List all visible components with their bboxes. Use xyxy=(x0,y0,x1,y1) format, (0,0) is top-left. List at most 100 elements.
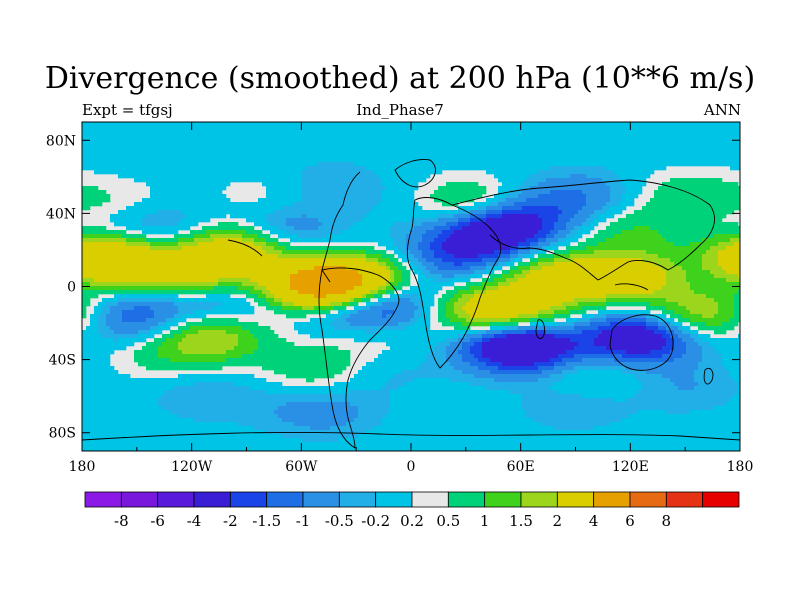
field-cell xyxy=(546,154,551,159)
field-cell xyxy=(474,150,479,155)
field-cell xyxy=(362,158,367,163)
field-cell xyxy=(366,130,371,135)
field-cell xyxy=(310,162,315,167)
field-cell xyxy=(202,134,207,139)
field-cell xyxy=(554,222,559,227)
field-cell xyxy=(330,214,335,219)
field-cell xyxy=(474,194,479,199)
field-cell xyxy=(542,206,547,211)
field-cell xyxy=(554,250,559,255)
field-cell xyxy=(362,230,367,235)
field-cell xyxy=(350,138,355,143)
field-cell xyxy=(438,250,443,255)
field-cell xyxy=(194,122,199,127)
field-cell xyxy=(366,126,371,131)
field-cell xyxy=(290,158,295,163)
field-cell xyxy=(522,206,527,211)
field-cell xyxy=(710,154,715,159)
field-cell xyxy=(290,190,295,195)
field-cell xyxy=(722,194,727,199)
field-cell xyxy=(222,166,227,171)
field-cell xyxy=(738,250,740,255)
field-cell xyxy=(246,242,251,247)
field-cell xyxy=(402,206,407,211)
field-cell xyxy=(626,138,631,143)
field-cell xyxy=(370,162,375,167)
field-cell xyxy=(342,170,347,175)
field-cell xyxy=(490,234,495,239)
field-cell xyxy=(178,254,183,259)
field-cell xyxy=(186,190,191,195)
field-cell xyxy=(570,190,575,195)
field-cell xyxy=(502,146,507,151)
field-cell xyxy=(498,166,503,171)
field-cell xyxy=(186,158,191,163)
field-cell xyxy=(506,210,511,215)
field-cell xyxy=(442,162,447,167)
field-cell xyxy=(98,246,103,251)
field-cell xyxy=(82,166,87,171)
field-cell xyxy=(326,238,331,243)
field-cell xyxy=(434,238,439,243)
field-cell xyxy=(130,170,135,175)
field-cell xyxy=(718,234,723,239)
field-cell xyxy=(494,150,499,155)
field-cell xyxy=(490,214,495,219)
field-cell xyxy=(546,138,551,143)
field-cell xyxy=(418,222,423,227)
field-cell xyxy=(526,238,531,243)
field-cell xyxy=(222,206,227,211)
field-cell xyxy=(510,226,515,231)
field-cell xyxy=(126,166,131,171)
field-cell xyxy=(498,190,503,195)
field-cell xyxy=(178,242,183,247)
field-cell xyxy=(486,230,491,235)
field-cell xyxy=(94,134,99,139)
field-cell xyxy=(694,142,699,147)
field-cell xyxy=(530,178,535,183)
field-cell xyxy=(610,174,615,179)
field-cell xyxy=(210,234,215,239)
field-cell xyxy=(594,190,599,195)
field-cell xyxy=(710,182,715,187)
field-cell xyxy=(190,138,195,143)
field-cell xyxy=(522,242,527,247)
field-cell xyxy=(670,246,675,251)
field-cell xyxy=(98,126,103,131)
field-cell xyxy=(586,126,591,131)
field-cell xyxy=(242,150,247,155)
field-cell xyxy=(218,230,223,235)
field-cell xyxy=(598,130,603,135)
field-cell xyxy=(558,242,563,247)
field-cell xyxy=(302,206,307,211)
field-cell xyxy=(226,210,231,215)
field-cell xyxy=(126,242,131,247)
field-cell xyxy=(338,194,343,199)
field-cell xyxy=(222,146,227,151)
field-cell xyxy=(398,134,403,139)
field-cell xyxy=(410,138,415,143)
field-cell xyxy=(330,238,335,243)
field-cell xyxy=(262,170,267,175)
field-cell xyxy=(482,154,487,159)
field-cell xyxy=(598,218,603,223)
field-cell xyxy=(266,206,271,211)
field-cell xyxy=(502,202,507,207)
field-cell xyxy=(678,226,683,231)
field-cell xyxy=(358,166,363,171)
field-cell xyxy=(458,134,463,139)
field-cell xyxy=(434,166,439,171)
field-cell xyxy=(298,226,303,231)
field-cell xyxy=(466,206,471,211)
field-cell xyxy=(494,158,499,163)
field-cell xyxy=(286,178,291,183)
field-cell xyxy=(622,186,627,191)
field-cell xyxy=(334,158,339,163)
field-cell xyxy=(166,194,171,199)
field-cell xyxy=(382,130,387,135)
field-cell xyxy=(534,130,539,135)
field-cell xyxy=(346,198,351,203)
field-cell xyxy=(122,126,127,131)
field-cell xyxy=(598,238,603,243)
field-cell xyxy=(134,202,139,207)
